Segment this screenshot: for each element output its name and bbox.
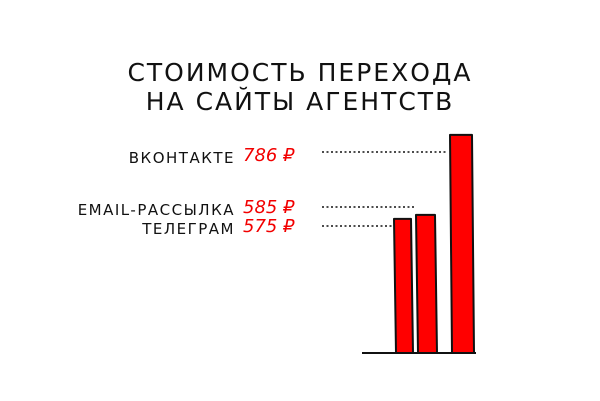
value-label-telegram: 575 ₽ — [243, 216, 295, 237]
value-label-vkontakte: 786 ₽ — [243, 145, 295, 166]
category-label-email: EMAIL-РАССЫЛКА — [77, 201, 235, 219]
category-label-telegram: ТЕЛЕГРАМ — [142, 220, 235, 238]
bar-vkontakte — [449, 133, 475, 354]
chart-title-line-2: НА САЙТЫ АГЕНТСТВ — [145, 87, 455, 116]
category-label-vkontakte: ВКОНТАКТЕ — [128, 149, 235, 167]
chart-title-line-1: СТОИМОСТЬ ПЕРЕХОДА — [127, 58, 473, 87]
bar-telegram — [393, 217, 414, 354]
bar-email — [415, 213, 438, 354]
value-label-email: 585 ₽ — [243, 197, 295, 218]
